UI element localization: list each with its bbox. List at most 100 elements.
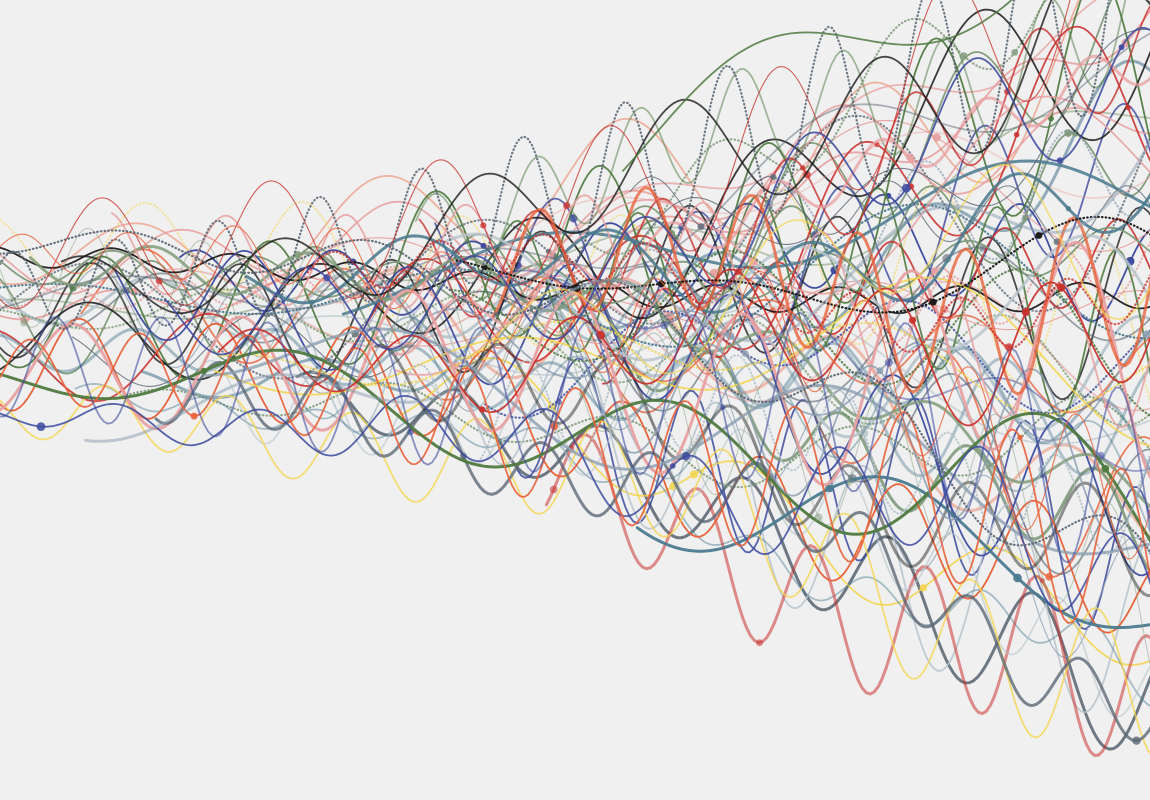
- wave-line: [268, 294, 1150, 714]
- wave-line: [164, 26, 1150, 356]
- wave-line: [154, 360, 1150, 743]
- wave-line: [500, 269, 1150, 472]
- wave-line: [0, 32, 1150, 310]
- wave-line: [415, 0, 1127, 263]
- line-dot: [1021, 308, 1030, 317]
- wave-line: [60, 0, 1150, 315]
- wave-line: [450, 249, 1150, 417]
- line-dot: [800, 165, 806, 171]
- line-dot: [1013, 573, 1022, 583]
- line-dot: [556, 399, 563, 405]
- line-dot: [826, 484, 834, 493]
- wave-line: [0, 327, 1150, 474]
- line-dot: [549, 485, 558, 494]
- line-dot: [689, 470, 699, 479]
- line-dot: [932, 133, 941, 142]
- line-dot: [1065, 206, 1071, 212]
- wave-line: [507, 131, 1150, 246]
- line-dot: [908, 316, 917, 324]
- line-dot: [562, 282, 570, 290]
- line-dot: [460, 452, 467, 460]
- line-dot: [1048, 115, 1054, 122]
- line-dot: [814, 513, 823, 522]
- wave-line: [0, 104, 1150, 296]
- wave-line: [0, 9, 1150, 321]
- wave-line: [0, 0, 1110, 331]
- wave-line: [368, 280, 1150, 347]
- wave-line: [538, 308, 1150, 534]
- line-dot: [901, 183, 911, 193]
- wave-line: [581, 0, 1150, 256]
- line-dot: [741, 350, 749, 357]
- line-dot: [1132, 736, 1141, 745]
- wave-line: [0, 0, 1080, 290]
- line-dot: [383, 296, 389, 302]
- wave-line: [217, 268, 1150, 427]
- line-dot: [660, 320, 669, 330]
- line-dot: [482, 265, 488, 271]
- wave-line: [456, 163, 1150, 375]
- line-dot: [960, 52, 968, 60]
- line-dot: [407, 428, 414, 436]
- line-dot: [478, 406, 486, 413]
- wave-line: [394, 348, 1150, 556]
- line-dot: [1011, 49, 1019, 56]
- wave-line: [0, 288, 1150, 427]
- wave-line: [544, 433, 1150, 757]
- wave-line: [179, 193, 1150, 323]
- line-dot: [1118, 44, 1125, 51]
- line-dot: [919, 584, 927, 592]
- line-dot: [480, 222, 487, 229]
- line-dot: [906, 153, 915, 162]
- line-dot: [1039, 578, 1045, 584]
- line-dot: [309, 299, 315, 305]
- line-dot: [719, 404, 726, 411]
- line-dot: [1142, 330, 1150, 339]
- wave-line: [0, 240, 1150, 351]
- wave-line: [219, 320, 1150, 416]
- wave-line: [0, 317, 1150, 634]
- line-dot: [190, 412, 198, 420]
- line-dot: [929, 298, 937, 306]
- line-dot: [1056, 157, 1064, 164]
- line-dot: [155, 277, 163, 285]
- wave-line: [0, 227, 1150, 667]
- line-dot: [200, 367, 207, 375]
- line-dot: [930, 267, 939, 276]
- line-dot: [681, 452, 691, 461]
- line-dot: [1125, 104, 1131, 111]
- line-dot: [1101, 464, 1110, 473]
- line-dot: [1057, 283, 1066, 292]
- wave-line: [0, 0, 1071, 310]
- line-dot: [756, 639, 763, 647]
- wave-line: [84, 139, 1150, 443]
- wave-line: [0, 311, 1150, 564]
- line-dot: [569, 214, 578, 223]
- line-dot: [1017, 434, 1023, 440]
- line-dot: [861, 429, 869, 437]
- line-dot: [670, 463, 676, 469]
- wave-line: [285, 316, 1150, 534]
- line-dot: [657, 280, 665, 288]
- wave-line: [114, 381, 1150, 489]
- line-dot: [1035, 231, 1043, 239]
- wave-line: [0, 384, 1150, 756]
- wave-line: [0, 114, 1150, 380]
- line-dot: [480, 242, 487, 249]
- wave-line: [343, 0, 1098, 301]
- wave-line: [306, 233, 1150, 354]
- wave-line: [635, 475, 1150, 629]
- wave-line: [524, 131, 1150, 317]
- wave-line: [352, 268, 1150, 540]
- line-dot: [884, 358, 893, 367]
- wave-line: [0, 203, 1150, 348]
- line-dot: [735, 268, 742, 275]
- line-dot: [563, 202, 571, 209]
- line-dot: [1013, 131, 1020, 138]
- line-dot: [770, 173, 777, 181]
- line-dot: [1005, 343, 1013, 351]
- wave-line: [111, 194, 1150, 429]
- line-dot: [36, 422, 46, 431]
